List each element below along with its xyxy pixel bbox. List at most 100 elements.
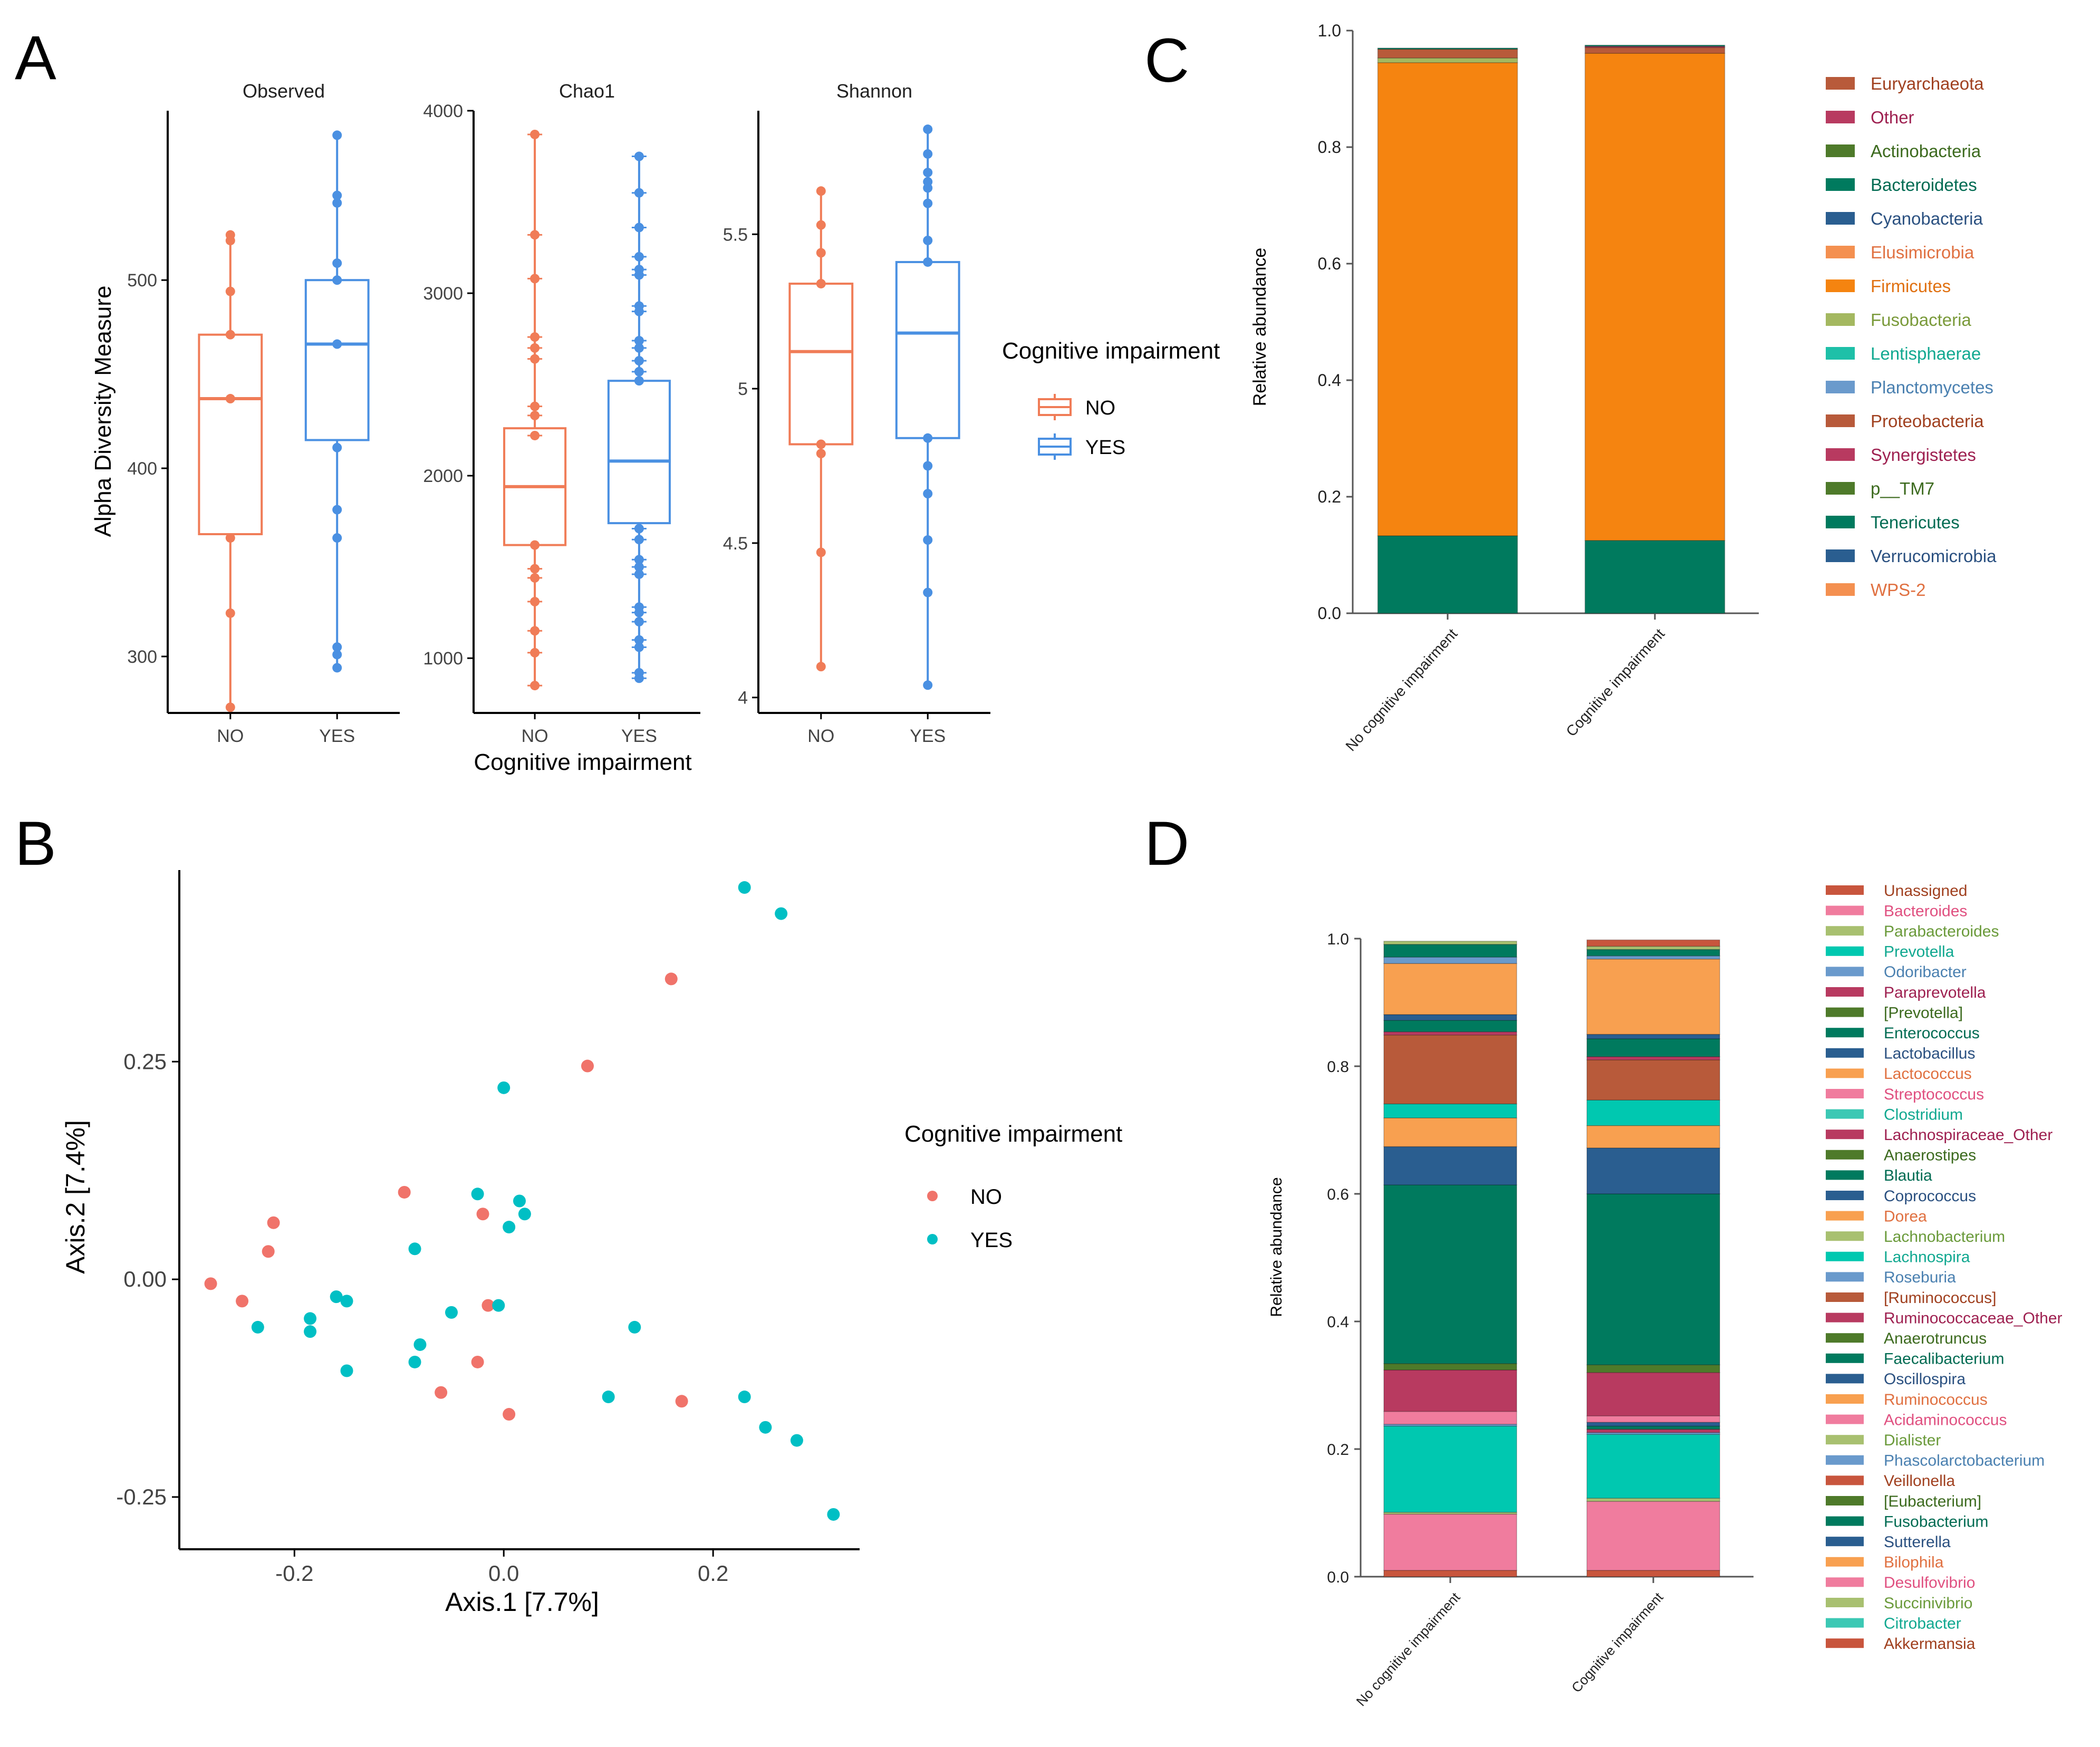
data-point [923,257,933,267]
point-yes [413,1338,427,1351]
data-point [225,394,235,404]
bar-segment-enterococcus [1586,1425,1720,1430]
data-point [923,235,933,245]
x-tick-label: -0.2 [275,1561,313,1586]
bar-segment-firmicutes [1377,62,1518,536]
box-yes [895,260,960,439]
legend-swatch-ruminococcus [1826,1292,1864,1302]
data-point [332,505,342,515]
legend-label-roseburia: Roseburia [1884,1269,1956,1286]
legend-swatch-elusimicrobia [1826,246,1855,258]
legend-dot-no [927,1191,938,1201]
legend-swatch-fusobacteria [1826,313,1855,326]
legend-swatch-oscillospira [1826,1374,1864,1384]
point-no [675,1395,688,1408]
legend-label-proteobacteria: Proteobacteria [1871,411,1984,431]
legend-swatch-anaerotruncus [1826,1333,1864,1343]
y-tick-label: 5 [738,379,748,399]
legend-label-lactococcus: Lactococcus [1884,1065,1972,1083]
panel-a-legend-title: Cognitive impairment [1002,338,1220,364]
legend-label-coprococcus: Coprococcus [1884,1188,1976,1205]
legend-swatch-planctomycetes [1826,381,1855,393]
bar-segment-akkermansia [1586,939,1720,947]
legend-label-anaerostipes: Anaerostipes [1884,1147,1976,1164]
legend-swatch-ruminococcaceae-other [1826,1312,1864,1323]
point-yes [408,1242,421,1256]
data-point [332,442,342,452]
data-point [225,286,235,296]
legend-label-eubacterium: [Eubacterium] [1884,1493,1981,1510]
bar-segment-oscillospira [1383,1014,1517,1021]
panel-a-ylabel: Alpha Diversity Measure [90,286,116,537]
legend-label-bacteroides: Bacteroides [1884,902,1967,920]
y-tick-label: 0.4 [1327,1314,1349,1331]
legend-label-lactobacillus: Lactobacillus [1884,1045,1975,1063]
point-yes [790,1434,803,1447]
legend-swatch-lactobacillus [1826,1048,1864,1058]
point-no [204,1277,217,1290]
legend-swatch-firmicutes [1826,279,1855,292]
legend-label-prevotella: Prevotella [1884,943,1954,961]
bar-segment-coprococcus [1383,1146,1517,1185]
data-point [332,642,342,652]
bar-segment-oscillospira [1586,1034,1720,1039]
panel-label-d: D [1144,809,1189,879]
data-point [332,663,342,673]
data-point [923,168,933,178]
data-point [816,449,826,459]
bar-segment-anaerostipes [1383,1363,1517,1370]
legend-label-veillonella: Veillonella [1884,1472,1955,1490]
y-tick-label: 0.0 [1327,1569,1349,1586]
bar-segment-streptococcus [1383,1411,1517,1425]
point-no [267,1216,280,1229]
box-plot-shannon: Shannon 4 4.5 5 5.5 NO YES [723,80,990,746]
legend-swatch-p-tm7 [1826,482,1855,495]
panel-b: -0.2 0.0 0.2 -0.25 0.00 0.25 Axis.1 [7.7%] Ax… [61,870,1122,1617]
bar-segment-lachnospira [1383,1103,1517,1118]
legend-label-odoribacter: Odoribacter [1884,963,1967,981]
legend-swatch-dialister [1826,1435,1864,1445]
box-plot-observed: Observed 300 400 500 NO YES [127,80,400,746]
legend-label-oscillospira: Oscillospira [1884,1370,1966,1388]
legend-label-desulfovibrio: Desulfovibrio [1884,1574,1975,1591]
panel-c-legend: Euryarchaeota Other Actinobacteria Bacteroi… [1826,74,1997,600]
legend-label-yes: YES [1085,437,1125,459]
bar-segment-prevotella [1586,1434,1720,1499]
panel-c: 0.0 0.2 0.4 0.6 0.8 1.0 No cognitive impairmen… [1250,21,1997,754]
data-point [332,275,342,285]
legend-label-actinobacteria: Actinobacteria [1871,141,1981,161]
legend-label-dorea: Dorea [1884,1208,1927,1225]
y-tick-label: 300 [127,647,157,667]
point-no [664,972,678,986]
legend-label-synergistetes: Synergistetes [1871,445,1976,465]
legend-label-planctomycetes: Planctomycetes [1871,378,1993,397]
legend-swatch-clostridium [1826,1109,1864,1119]
x-tick-label: YES [319,726,355,746]
legend-label-lachnospiraceae-other: Lachnospiraceae_Other [1884,1126,2053,1144]
legend-swatch-lachnospira [1826,1251,1864,1261]
x-tick-label: YES [621,726,657,746]
y-tick-label: 4.5 [723,534,748,554]
bar-segment-ruminococcaceae-other [1586,1056,1720,1060]
legend-swatch-phascolarctobacterium [1826,1455,1864,1465]
legend-swatch-prevotella [1826,946,1864,956]
box-yes [304,279,370,441]
legend-label-anaerotruncus: Anaerotruncus [1884,1330,1987,1347]
y-tick-label: 0.4 [1318,371,1341,390]
y-tick-label: 1.0 [1318,21,1341,40]
bar-segment-paraprevotella [1586,1429,1720,1433]
bar-segment-firmicutes [1584,53,1726,541]
legend-swatch-blautia [1826,1170,1864,1180]
legend-label-paraprevotella: Paraprevotella [1884,984,1986,1001]
x-tick-label: NO [217,726,244,746]
bar-segment-fusobacterium [1586,949,1720,957]
legend-swatch-actinobacteria [1826,144,1855,157]
bar-segment-blautia [1586,1193,1720,1366]
legend-key-yes [1038,433,1072,460]
legend-swatch-verrucomicrobia [1826,549,1855,562]
box-plot-chao1: Chao1 1000 2000 3000 4000 NO YES [423,80,700,746]
legend-swatch-paraprevotella [1826,987,1864,997]
data-point [923,198,933,208]
legend-label-akkermansia: Akkermansia [1884,1635,1976,1653]
point-no [435,1386,448,1399]
